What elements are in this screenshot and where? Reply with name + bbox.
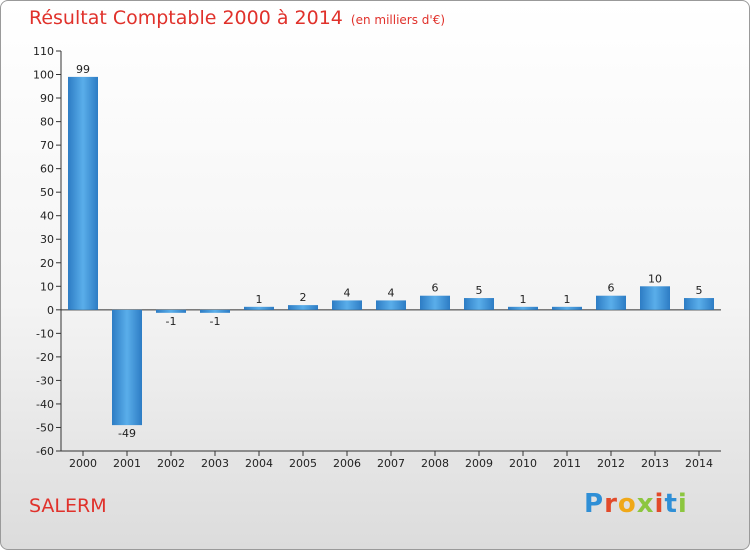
- y-tick-label: -20: [36, 351, 54, 364]
- bar: [288, 305, 318, 310]
- x-tick-label: 2014: [685, 457, 713, 470]
- x-tick-label: 2013: [641, 457, 669, 470]
- y-tick-label: 70: [40, 139, 54, 152]
- bar: [420, 295, 450, 310]
- bar: [552, 306, 582, 310]
- y-tick-label: 50: [40, 186, 54, 199]
- data-label: 10: [648, 272, 662, 285]
- bar: [640, 286, 670, 310]
- y-tick-label: 60: [40, 163, 54, 176]
- data-label: 2: [300, 291, 307, 304]
- bar: [596, 295, 626, 310]
- bar: [508, 306, 538, 310]
- x-tick-label: 2005: [289, 457, 317, 470]
- x-tick-label: 2007: [377, 457, 405, 470]
- data-label: -1: [210, 315, 221, 328]
- x-tick-label: 2006: [333, 457, 361, 470]
- x-tick-label: 2003: [201, 457, 229, 470]
- data-label: -49: [118, 427, 136, 440]
- data-label: 4: [344, 286, 351, 299]
- town-name: SALERM: [29, 495, 107, 517]
- data-label: 99: [76, 63, 90, 76]
- bar: [112, 309, 142, 426]
- data-label: 6: [608, 282, 615, 295]
- bar: [68, 76, 98, 310]
- data-label: 4: [388, 286, 395, 299]
- bar: [156, 309, 186, 313]
- y-tick-label: 90: [40, 92, 54, 105]
- x-tick-label: 2012: [597, 457, 625, 470]
- bar: [244, 306, 274, 310]
- y-tick-label: -40: [36, 398, 54, 411]
- y-tick-label: 100: [33, 69, 54, 82]
- bar: [376, 300, 406, 310]
- data-label: 1: [256, 293, 263, 306]
- proxiti-logo: Proxiti: [584, 489, 688, 519]
- bar: [332, 300, 362, 310]
- y-tick-label: -50: [36, 421, 54, 434]
- x-tick-label: 2011: [553, 457, 581, 470]
- x-tick-label: 2000: [69, 457, 97, 470]
- data-label: 1: [520, 293, 527, 306]
- bar: [200, 309, 230, 313]
- y-tick-label: 40: [40, 210, 54, 223]
- x-tick-label: 2001: [113, 457, 141, 470]
- data-label: 5: [476, 284, 483, 297]
- y-tick-label: 30: [40, 233, 54, 246]
- chart-title: Résultat Comptable 2000 à 2014 (en millie…: [29, 7, 445, 29]
- data-label: 1: [564, 293, 571, 306]
- bar: [684, 298, 714, 310]
- y-tick-label: 10: [40, 280, 54, 293]
- data-label: 5: [696, 284, 703, 297]
- data-label: 6: [432, 282, 439, 295]
- x-tick-label: 2010: [509, 457, 537, 470]
- x-tick-label: 2009: [465, 457, 493, 470]
- y-tick-label: -30: [36, 374, 54, 387]
- x-tick-label: 2004: [245, 457, 273, 470]
- x-tick-label: 2008: [421, 457, 449, 470]
- y-tick-label: 80: [40, 116, 54, 129]
- chart-subtitle: (en milliers d'€): [350, 13, 446, 27]
- x-tick-label: 2002: [157, 457, 185, 470]
- chart-title-text: Résultat Comptable 2000 à 2014: [29, 7, 343, 29]
- y-tick-label: 0: [47, 304, 54, 317]
- data-label: -1: [166, 315, 177, 328]
- bars: 99 -49 -1 -1 1 2 4 4 6 5 1 1 6 10 5: [68, 63, 714, 440]
- y-tick-label: -60: [36, 445, 54, 458]
- bar: [464, 298, 494, 310]
- y-tick-label: 20: [40, 257, 54, 270]
- y-tick-label: -10: [36, 327, 54, 340]
- y-tick-label: 110: [33, 45, 54, 58]
